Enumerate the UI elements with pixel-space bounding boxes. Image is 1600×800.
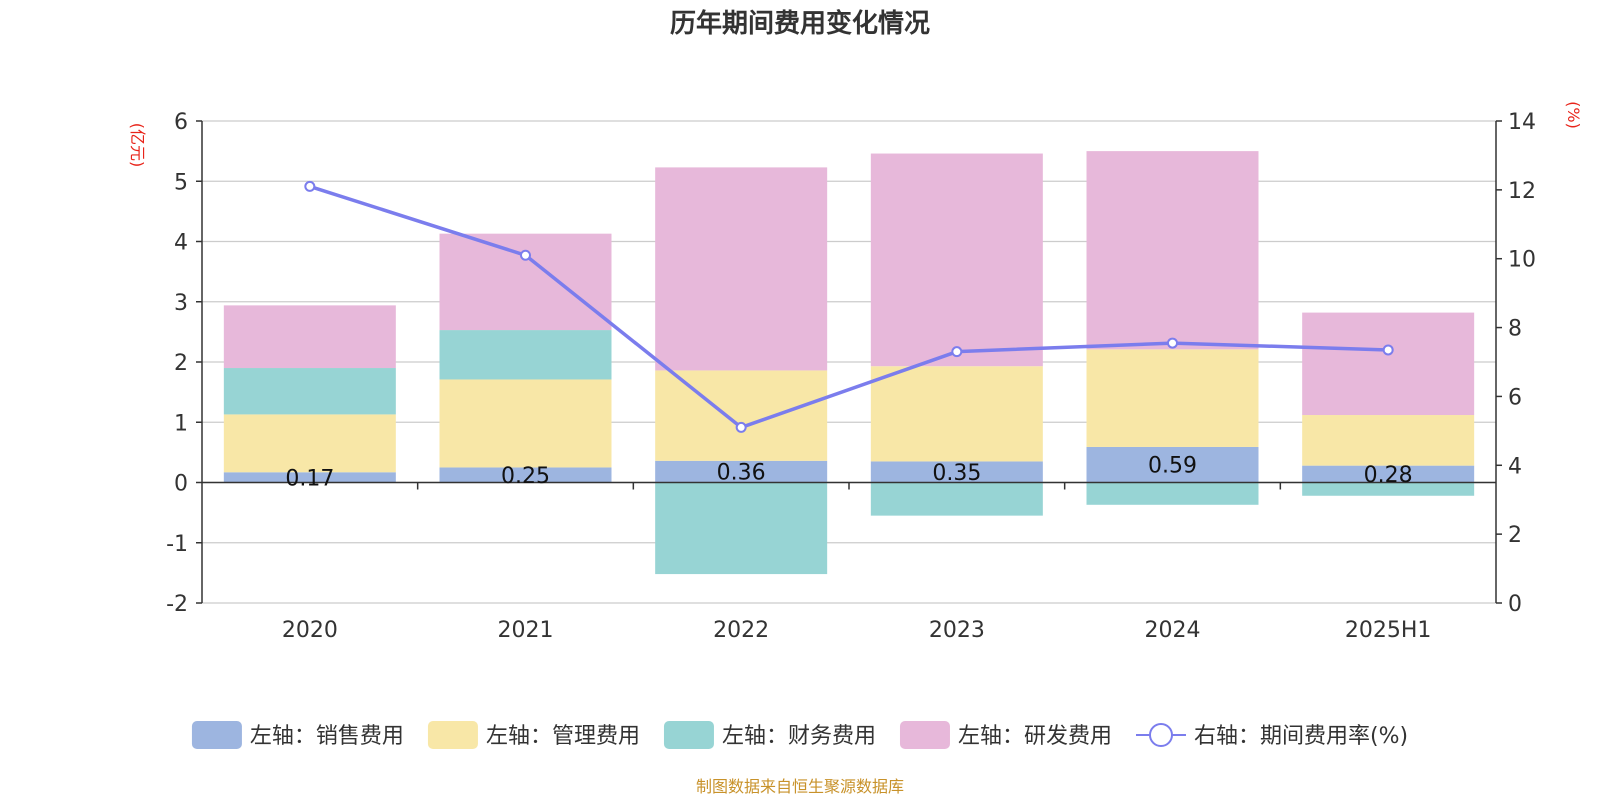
bar: [655, 167, 828, 371]
category-label: 2024: [1145, 618, 1201, 643]
legend-label: 左轴：管理费用: [486, 724, 640, 749]
right-tick-label: 12: [1508, 179, 1536, 204]
grid-lines: [202, 120, 1496, 604]
line-series-group: [304, 180, 1394, 433]
right-tick-label: 8: [1508, 317, 1522, 342]
bar: [1302, 482, 1475, 496]
left-tick-label: 3: [174, 291, 188, 316]
bar-data-label: 0.59: [1148, 454, 1197, 479]
bar-data-label: 0.35: [932, 461, 981, 486]
left-tick-label: -1: [166, 532, 188, 557]
right-tick-label: 6: [1508, 385, 1522, 410]
bar-series-group: [223, 151, 1475, 575]
left-tick-label: 6: [174, 110, 188, 135]
right-tick-label: 2: [1508, 523, 1522, 548]
legend: 左轴：销售费用 左轴：管理费用 左轴：财务费用 左轴：研发费用 右轴：期间费用率(%): [191, 721, 1408, 749]
legend-item[interactable]: 左轴：销售费用: [191, 721, 404, 749]
source-note: 制图数据来自恒生聚源数据库: [696, 777, 904, 796]
left-tick-label: 5: [174, 170, 188, 195]
right-tick-label: 14: [1508, 110, 1536, 135]
rate-point: [951, 346, 963, 358]
bar: [1086, 151, 1259, 350]
bar-data-label: 0.28: [1364, 463, 1413, 488]
category-label: 2023: [929, 618, 985, 643]
bar: [223, 305, 396, 369]
rate-point: [520, 249, 531, 261]
legend-swatch: [191, 721, 242, 749]
left-tick-label: 4: [174, 231, 188, 256]
bar: [223, 368, 396, 415]
bar-data-label: 0.36: [717, 461, 766, 486]
left-tick-label: 0: [174, 472, 188, 497]
legend-circle-symbol: [1148, 723, 1173, 747]
bar: [439, 330, 612, 380]
category-label: 2021: [498, 618, 554, 643]
legend-swatch: [899, 721, 950, 749]
legend-label: 左轴：财务费用: [722, 724, 876, 749]
rate-line: [309, 184, 1389, 430]
left-axis-unit: (亿元): [128, 123, 147, 168]
legend-item[interactable]: 左轴：财务费用: [663, 721, 876, 749]
right-tick-label: 4: [1508, 454, 1522, 479]
right-tick-label: 0: [1508, 592, 1522, 617]
rate-point: [304, 180, 316, 192]
bar-data-label: 0.17: [285, 466, 334, 491]
bar-data-label: 0.25: [501, 464, 550, 489]
right-axis-unit: (%): [1564, 101, 1583, 129]
rate-point: [1167, 337, 1178, 349]
bar: [870, 482, 1043, 516]
bar: [1302, 312, 1475, 416]
chart-title: 历年期间费用变化情况: [670, 8, 930, 39]
legend-item[interactable]: 右轴：期间费用率(%): [1135, 723, 1408, 749]
left-tick-label: -2: [166, 592, 188, 617]
rate-point: [735, 421, 747, 433]
right-tick-label: 10: [1508, 248, 1536, 273]
bar: [870, 461, 1043, 483]
category-label: 2025H1: [1345, 618, 1432, 643]
legend-item[interactable]: 左轴：管理费用: [427, 721, 640, 749]
legend-swatch: [663, 721, 714, 749]
category-label: 2022: [713, 618, 769, 643]
legend-item[interactable]: 左轴：研发费用: [899, 721, 1112, 749]
bar: [1302, 415, 1475, 466]
data-labels: 0.17 0.25 0.36 0.35 0.59 0.28: [285, 454, 1412, 492]
bar: [870, 153, 1043, 367]
left-tick-label: 1: [174, 411, 188, 436]
bar: [1086, 349, 1259, 447]
bar: [439, 379, 612, 468]
left-tick-label: 2: [174, 351, 188, 376]
category-label: 2020: [282, 618, 338, 643]
bar: [439, 467, 612, 483]
bar: [223, 414, 396, 473]
bar: [870, 366, 1043, 462]
bar: [223, 472, 396, 483]
bar: [1086, 482, 1259, 505]
rate-point: [1382, 344, 1394, 356]
legend-label: 左轴：销售费用: [250, 724, 404, 749]
bar: [655, 482, 828, 575]
legend-swatch: [427, 721, 478, 749]
bar: [1086, 446, 1259, 483]
bar: [655, 460, 828, 483]
legend-label: 左轴：研发费用: [958, 724, 1112, 749]
legend-label: 右轴：期间费用率(%): [1194, 724, 1408, 749]
bar: [439, 233, 612, 331]
bar: [655, 370, 828, 461]
bar: [1302, 465, 1475, 483]
